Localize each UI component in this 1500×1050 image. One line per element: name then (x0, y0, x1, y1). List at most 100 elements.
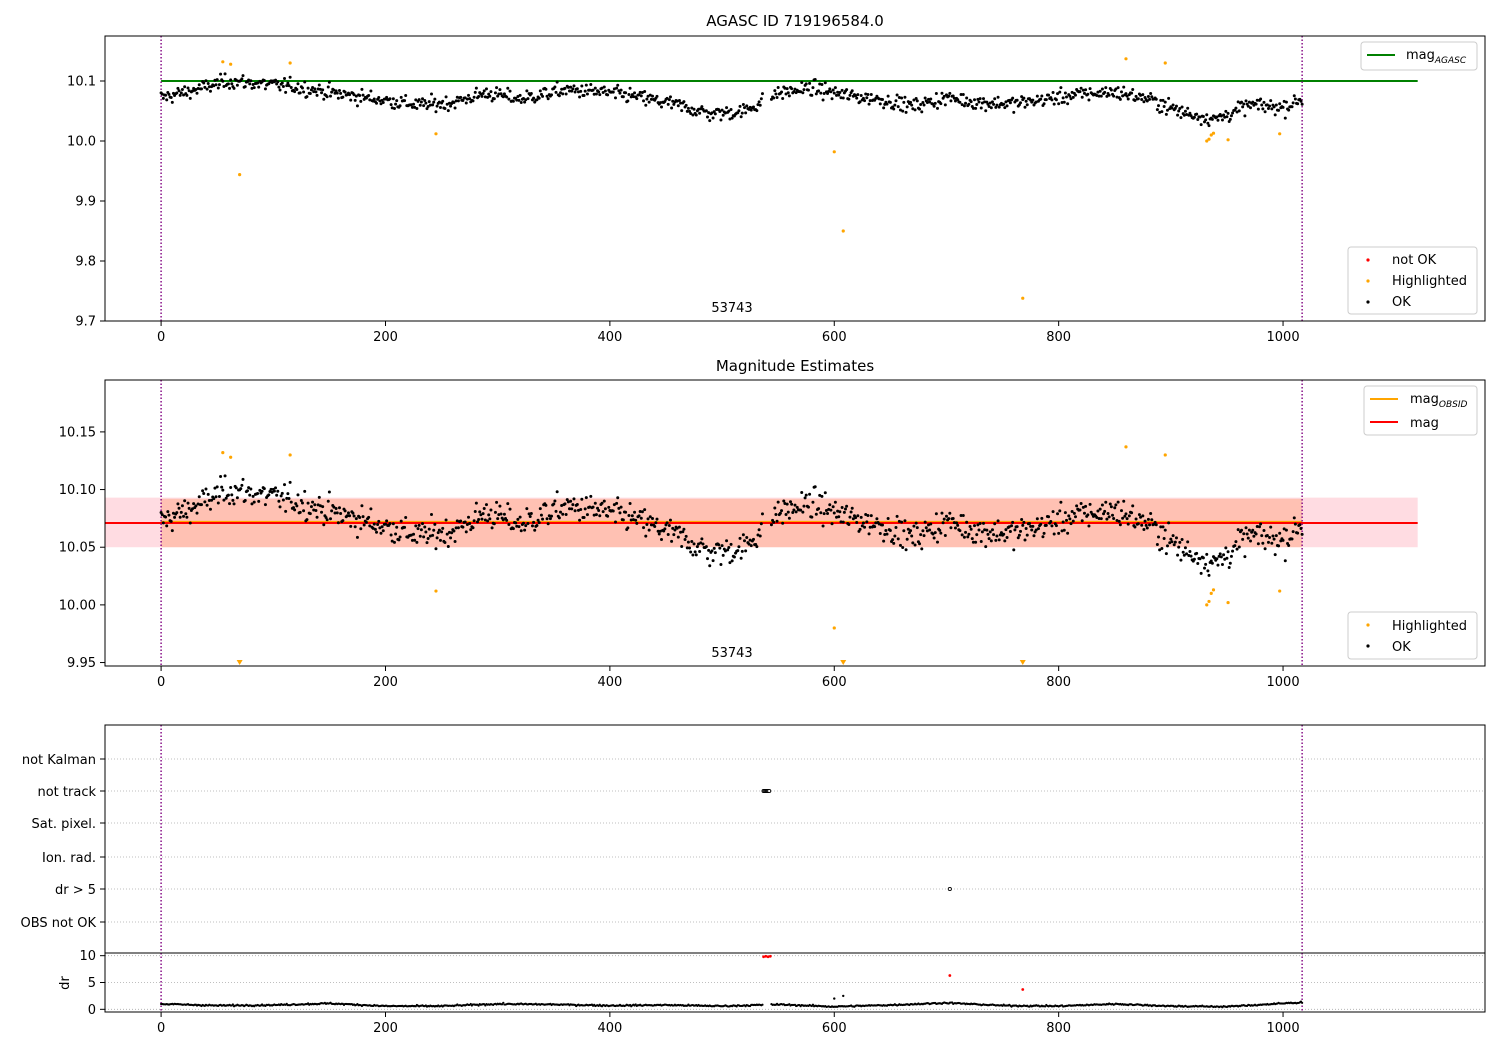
y-tick-label: 10.1 (67, 75, 96, 90)
ok-point (1233, 544, 1237, 548)
ok-point (201, 489, 205, 493)
ok-point (923, 96, 927, 100)
ok-point (667, 98, 671, 102)
ok-point (567, 507, 571, 511)
ok-point (681, 530, 685, 534)
ok-point (1024, 527, 1028, 531)
ok-point (1002, 102, 1006, 106)
ok-point (1188, 550, 1192, 554)
ok-point (473, 90, 477, 94)
ok-point (216, 501, 220, 505)
ok-point (1298, 523, 1302, 527)
ok-point (199, 503, 203, 507)
ok-point (832, 511, 836, 515)
ok-point (1222, 553, 1226, 557)
flag-label-obs-not-ok: OBS not OK (21, 916, 97, 931)
ok-point (914, 96, 918, 100)
ok-point (840, 506, 844, 510)
ok-point (1243, 555, 1247, 559)
ok-point (327, 490, 331, 494)
ok-point (320, 91, 324, 95)
ok-point (893, 534, 897, 538)
ok-point (772, 96, 776, 100)
ok-point (1167, 521, 1171, 525)
ok-point (707, 548, 711, 552)
ok-point (569, 499, 573, 503)
ok-point (626, 526, 630, 530)
ok-point (1070, 510, 1074, 514)
ok-point (336, 521, 340, 525)
ok-point (339, 511, 343, 515)
ok-point (395, 525, 399, 529)
ok-point (325, 518, 329, 522)
ok-point (1079, 86, 1083, 90)
ok-point (555, 80, 559, 84)
ok-point (195, 91, 199, 95)
ok-point (164, 93, 168, 97)
ok-point (655, 517, 659, 521)
ok-point (1207, 124, 1211, 128)
ok-point (1039, 97, 1043, 101)
ok-point (325, 95, 329, 99)
ok-point (413, 105, 417, 109)
ok-point (969, 527, 973, 531)
ok-point (611, 509, 615, 513)
ok-point (536, 518, 540, 522)
ok-point (192, 502, 196, 506)
ok-point (783, 502, 787, 506)
ok-point (689, 550, 693, 554)
ok-point (903, 95, 907, 99)
dr-not-ok-point (762, 955, 765, 959)
ok-point (1044, 523, 1048, 527)
ok-point (621, 95, 625, 99)
ok-point (1177, 545, 1181, 549)
ok-point (729, 542, 733, 546)
ok-point (1107, 515, 1111, 519)
ok-point (1172, 543, 1176, 547)
flag-point (767, 788, 772, 794)
ok-point (469, 528, 473, 532)
ok-point (864, 512, 868, 516)
ok-point (1261, 541, 1265, 545)
ok-point (482, 507, 486, 511)
ok-point (194, 87, 198, 91)
ok-point (1231, 111, 1235, 115)
ok-point (1063, 91, 1067, 95)
ok-point (882, 539, 886, 543)
ok-point (939, 531, 943, 535)
ok-point (684, 534, 688, 538)
ok-point (247, 486, 251, 490)
panel1-legend-top: magAGASC (1360, 41, 1478, 71)
ok-point (1115, 95, 1119, 99)
ok-point (624, 91, 628, 95)
ok-point (981, 97, 985, 101)
ok-point (821, 524, 825, 528)
ok-point (602, 85, 606, 89)
ok-point (833, 500, 837, 504)
ok-point (1257, 525, 1261, 529)
ok-point (554, 90, 558, 94)
ok-point (286, 492, 290, 496)
ok-point (911, 107, 915, 111)
ok-point (1162, 537, 1166, 541)
ok-point (1114, 503, 1118, 507)
highlighted-point (1207, 137, 1211, 141)
highlighted-point (1021, 296, 1025, 300)
ok-point (711, 559, 715, 563)
ok-point (1102, 512, 1106, 516)
ok-point (799, 508, 803, 512)
ok-point (863, 99, 867, 103)
ok-point (1124, 92, 1128, 96)
ok-point (1088, 87, 1092, 91)
ok-point (167, 92, 171, 96)
ok-point (1249, 106, 1253, 110)
ok-point (922, 534, 926, 538)
ok-point (427, 100, 431, 104)
ok-point (334, 89, 338, 93)
ok-point (591, 88, 595, 92)
ok-point (582, 515, 586, 519)
ok-point (1131, 504, 1135, 508)
ok-point (600, 501, 604, 505)
ok-point (355, 104, 359, 108)
ok-point (1263, 110, 1267, 114)
